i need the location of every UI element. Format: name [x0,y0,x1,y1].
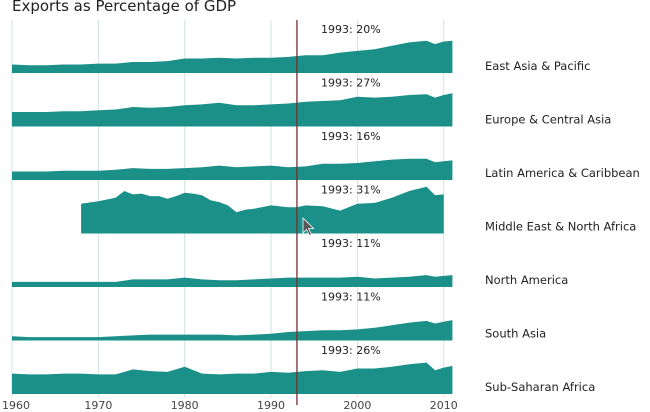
area-east-asia-pacific[interactable] [12,40,453,73]
area-europe-central-asia[interactable] [12,93,453,127]
series-label-east-asia-pacific: East Asia & Pacific [485,59,590,73]
value-label-east-asia-pacific: 1993: 20% [321,23,381,36]
x-tick-label-1990: 1990 [257,399,285,412]
area-south-asia[interactable] [12,320,453,341]
value-label-europe-central-asia: 1993: 27% [321,77,381,90]
value-label-south-asia: 1993: 11% [321,291,381,304]
series-label-north-america: North America [485,273,568,287]
x-tick-label-1970: 1970 [84,399,112,412]
x-tick-label-1960: 1960 [2,399,30,412]
series-label-sub-saharan-africa: Sub-Saharan Africa [485,380,595,394]
area-north-america[interactable] [12,275,453,287]
value-label-middle-east-north-africa: 1993: 31% [321,184,381,197]
series-label-europe-central-asia: Europe & Central Asia [485,113,611,127]
chart-title: Exports as Percentage of GDP [12,0,237,15]
value-label-sub-saharan-africa: 1993: 26% [321,344,381,357]
x-tick-label-1980: 1980 [171,399,199,412]
x-tick-label-2010: 2010 [430,399,458,412]
area-sub-saharan-africa[interactable] [12,362,453,394]
series-label-latin-america-caribbean: Latin America & Caribbean [485,166,640,180]
area-latin-america-caribbean[interactable] [12,158,453,180]
value-label-latin-america-caribbean: 1993: 16% [321,130,381,143]
area-middle-east-north-africa[interactable] [81,186,444,234]
value-label-north-america: 1993: 11% [321,237,381,250]
mouse-cursor-icon [302,217,315,237]
x-tick-label-2000: 2000 [343,399,371,412]
series-label-south-asia: South Asia [485,327,546,341]
series-label-middle-east-north-africa: Middle East & North Africa [485,220,636,234]
